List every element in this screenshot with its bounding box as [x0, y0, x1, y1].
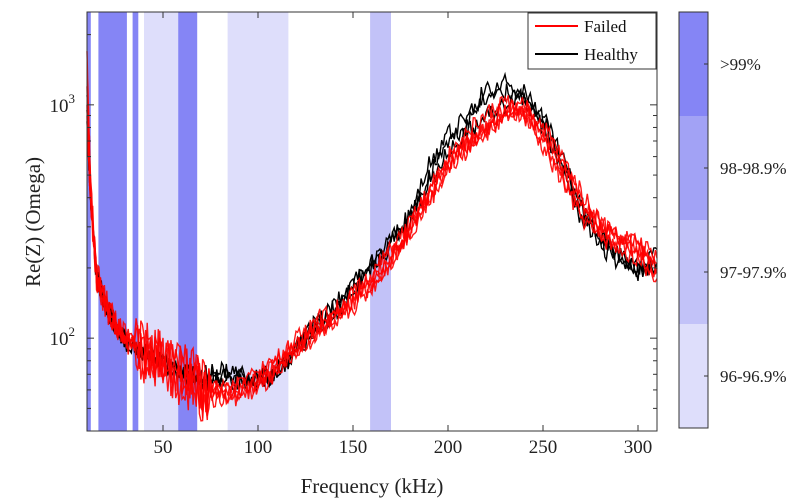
colorbar-label: 96-96.9%	[720, 367, 787, 386]
colorbar-segment	[679, 116, 708, 220]
colorbar-segment	[679, 12, 708, 116]
y-axis-ticks: 102 103	[50, 34, 657, 432]
colorbar-frame	[678, 11, 709, 429]
series-line-failed	[86, 97, 658, 408]
x-tick-label: 250	[529, 437, 558, 458]
legend-box	[527, 12, 657, 70]
series-line-failed	[86, 98, 658, 422]
colorbar-label: 98-98.9%	[720, 159, 787, 178]
x-tick-label: 200	[434, 437, 463, 458]
shaded-band	[178, 12, 198, 431]
colorbar-label: >99%	[720, 55, 761, 74]
legend: Failed Healthy	[527, 12, 657, 70]
colorbar-segment	[679, 324, 708, 428]
x-axis-label: Frequency (kHz)	[301, 474, 444, 498]
colorbar: >99% 98-98.9% 97-97.9% 96-96.9%	[678, 11, 787, 429]
shaded-band	[98, 12, 127, 431]
legend-label-failed: Failed	[584, 17, 627, 36]
x-axis-ticks: 50 100 150 200 250 300	[154, 12, 653, 458]
x-tick-label: 300	[624, 437, 653, 458]
x-tick-label: 50	[154, 437, 173, 458]
colorbar-label: 97-97.9%	[720, 263, 787, 282]
y-tick-label: 102	[50, 324, 76, 350]
x-tick-label: 100	[244, 437, 273, 458]
y-axis-label: Re(Z) (Omega)	[21, 157, 45, 287]
x-tick-label: 150	[339, 437, 368, 458]
shaded-band	[370, 12, 391, 431]
legend-label-healthy: Healthy	[584, 45, 638, 64]
colorbar-segment	[679, 220, 708, 324]
significance-bands	[87, 12, 391, 431]
plot-frame	[86, 11, 658, 432]
series-lines	[86, 51, 658, 422]
shaded-band	[87, 12, 91, 431]
shaded-band	[132, 12, 139, 431]
y-tick-label: 103	[50, 91, 76, 117]
